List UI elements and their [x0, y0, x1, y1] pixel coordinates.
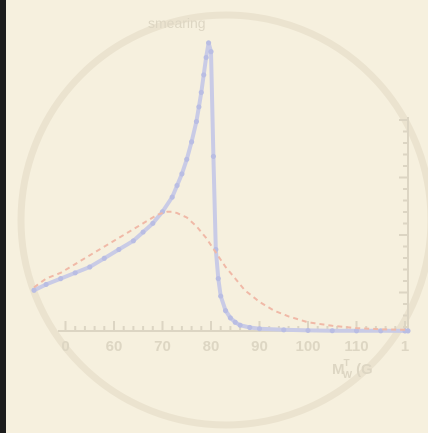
peaked-curve-point — [237, 322, 243, 328]
peaked-curve-point — [232, 319, 238, 325]
peaked-curve-point — [247, 324, 253, 331]
peaked-curve-point — [305, 327, 311, 334]
x-tick-label: 1 — [401, 338, 409, 355]
peaked-curve-line — [33, 42, 408, 333]
x-tick-label: 90 — [251, 338, 268, 355]
right-axis-ticks — [399, 119, 408, 328]
x-axis-tick-labels: 0 60 70 80 90 100 110 1 — [61, 338, 409, 355]
x-axis-title-unit: (G — [356, 361, 373, 378]
x-tick-label: 110 — [344, 338, 368, 355]
peaked-curve-point — [215, 276, 221, 282]
x-axis-title-sup: T — [344, 358, 350, 369]
magnifier-lens-rim — [17, 11, 428, 429]
chart-title: smearing — [148, 15, 206, 31]
peaked-curve-point — [378, 328, 384, 334]
peaked-curve-point — [189, 139, 195, 145]
peaked-curve-point — [201, 72, 207, 78]
peaked-curve-point — [281, 327, 287, 333]
peaked-curve-point — [353, 328, 360, 334]
peaked-curve-point — [184, 156, 190, 162]
peaked-curve-point — [58, 276, 64, 282]
peaked-curve-point — [210, 153, 217, 159]
x-axis-title-main: M — [332, 361, 345, 378]
peaked-curve-point — [203, 54, 209, 61]
peaked-curve-point — [198, 89, 204, 95]
peaked-curve-point — [169, 194, 175, 200]
window-edge — [0, 0, 6, 433]
peaked-curve-point — [72, 270, 78, 276]
peaked-curve-point — [218, 293, 224, 299]
peaked-curve-point — [174, 182, 180, 189]
peaked-curve-point — [87, 264, 93, 270]
peaked-curve-point — [405, 328, 411, 334]
peaked-curve-point — [150, 220, 156, 226]
peaked-curve-point — [208, 49, 214, 55]
peaked-curve-point — [205, 40, 212, 46]
x-tick-label: 70 — [154, 338, 171, 355]
x-tick-label: 0 — [61, 338, 69, 355]
peaked-curve-point — [227, 315, 233, 321]
x-tick-label: 80 — [203, 338, 220, 355]
x-axis-title-sub: W — [343, 370, 353, 381]
peaked-curve-point — [196, 104, 202, 110]
peaked-curve-point — [140, 229, 146, 235]
peaked-curve-point — [43, 281, 49, 288]
peaked-curve-point — [179, 171, 185, 177]
peaked-curve-point — [101, 255, 107, 261]
series-layer — [31, 40, 411, 334]
x-tick-label: 100 — [295, 338, 320, 355]
peaked-curve-point — [130, 238, 136, 244]
peaked-curve-point — [31, 287, 37, 293]
peaked-curve-point — [193, 118, 200, 125]
peaked-curve-point — [116, 246, 122, 253]
peaked-curve-point — [256, 326, 263, 332]
peaked-curve-point — [329, 328, 335, 334]
peaked-curve-point — [222, 308, 229, 314]
x-axis-title: MT W (G — [332, 358, 373, 381]
x-tick-label: 60 — [106, 338, 123, 355]
dashed-curve-line — [33, 210, 409, 332]
